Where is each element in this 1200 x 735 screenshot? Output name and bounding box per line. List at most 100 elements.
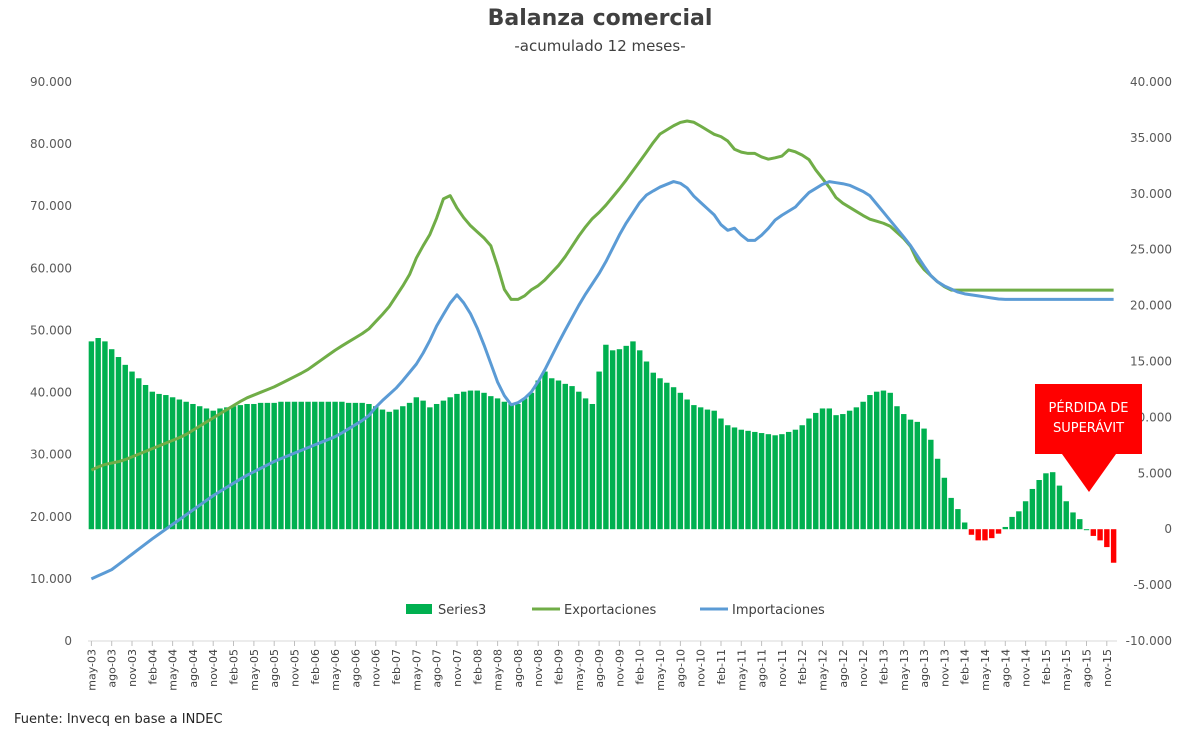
bar bbox=[785, 431, 792, 530]
bar bbox=[1097, 529, 1103, 541]
x-axis-tick-label: may-15 bbox=[1060, 649, 1073, 691]
bar bbox=[840, 414, 846, 530]
x-axis-tick-label: may-13 bbox=[898, 649, 911, 691]
right-axis-tick: 25.000 bbox=[1130, 243, 1172, 257]
bar bbox=[1070, 512, 1076, 530]
bar bbox=[758, 433, 765, 530]
bar bbox=[623, 345, 629, 530]
left-axis-tick: 40.000 bbox=[30, 386, 72, 400]
bar bbox=[792, 429, 799, 530]
bar bbox=[630, 341, 636, 530]
x-axis-tick-label: nov-05 bbox=[289, 649, 302, 687]
bar bbox=[657, 378, 663, 530]
right-axis-tick: 15.000 bbox=[1130, 355, 1172, 369]
bar bbox=[352, 402, 359, 530]
bar bbox=[501, 401, 508, 530]
bar bbox=[1002, 526, 1009, 530]
bar bbox=[169, 397, 176, 530]
axis-layer: 0 10.000 20.000 30.000 40.000 50.000 60.000 70.… bbox=[30, 75, 1172, 691]
x-axis-tick-label: nov-07 bbox=[451, 649, 464, 687]
bar bbox=[149, 391, 156, 530]
left-axis-tick: 10.000 bbox=[30, 572, 72, 586]
bar bbox=[190, 403, 196, 530]
bar bbox=[433, 403, 440, 530]
x-axis-tick-label: may-03 bbox=[85, 649, 98, 691]
bar bbox=[237, 405, 244, 530]
bar bbox=[413, 397, 420, 530]
bar bbox=[833, 415, 839, 530]
bar bbox=[650, 372, 656, 530]
bar bbox=[569, 386, 575, 530]
bar bbox=[454, 393, 460, 530]
bar bbox=[982, 529, 988, 541]
bar bbox=[860, 401, 866, 530]
x-axis-tick-label: feb-14 bbox=[959, 649, 972, 685]
left-axis-tick: 60.000 bbox=[30, 261, 72, 275]
bar bbox=[1043, 473, 1049, 530]
bar bbox=[183, 401, 189, 530]
x-axis-tick-label: may-10 bbox=[654, 649, 667, 691]
x-axis-tick-label: may-09 bbox=[573, 649, 586, 691]
x-axis-tick-label: may-06 bbox=[329, 649, 342, 691]
bar bbox=[210, 410, 216, 530]
x-axis-tick-label: may-04 bbox=[167, 649, 180, 691]
bar bbox=[224, 407, 230, 530]
x-axis-tick-label: ago-04 bbox=[187, 649, 200, 688]
bar bbox=[1049, 472, 1056, 530]
bar bbox=[813, 412, 819, 530]
bar bbox=[379, 409, 386, 530]
bar bbox=[637, 350, 643, 530]
x-axis-tick-label: feb-07 bbox=[390, 649, 403, 685]
bar bbox=[1110, 529, 1117, 563]
x-axis-tick-label: nov-04 bbox=[207, 649, 220, 687]
bar bbox=[961, 522, 968, 530]
bar bbox=[928, 439, 934, 530]
bar bbox=[955, 509, 961, 530]
bar bbox=[203, 408, 210, 530]
bar bbox=[325, 401, 332, 530]
x-axis-tick-label: feb-15 bbox=[1040, 649, 1053, 685]
x-axis-tick-label: may-07 bbox=[410, 649, 423, 691]
bar bbox=[318, 401, 325, 530]
left-axis-tick: 90.000 bbox=[30, 75, 72, 89]
bar bbox=[427, 407, 433, 530]
x-axis-tick-label: nov-14 bbox=[1020, 649, 1033, 687]
x-axis-tick-label: nov-13 bbox=[938, 649, 951, 687]
x-axis-tick-label: feb-09 bbox=[553, 649, 566, 685]
x-axis-tick-label: nov-06 bbox=[370, 649, 383, 687]
bar bbox=[643, 361, 650, 530]
legend: Series3 Exportaciones Importaciones bbox=[406, 603, 825, 618]
x-axis-tick-label: nov-12 bbox=[857, 649, 870, 687]
bar bbox=[603, 344, 609, 530]
bar bbox=[549, 378, 555, 530]
x-axis-tick-label: may-08 bbox=[492, 649, 505, 691]
left-axis-tick: 70.000 bbox=[30, 199, 72, 213]
right-axis-tick: 0 bbox=[1164, 522, 1172, 536]
bar bbox=[535, 380, 541, 530]
bar bbox=[968, 529, 975, 535]
bar bbox=[515, 403, 521, 530]
bar bbox=[806, 418, 812, 530]
bar bbox=[345, 402, 352, 530]
bar bbox=[271, 402, 277, 530]
right-axis-tick: 30.000 bbox=[1130, 187, 1172, 201]
bar bbox=[1083, 529, 1090, 531]
bar bbox=[481, 392, 487, 530]
bar bbox=[461, 391, 467, 530]
x-axis-tick-label: nov-03 bbox=[126, 649, 139, 687]
bar bbox=[528, 392, 535, 530]
bar bbox=[684, 399, 690, 530]
bar bbox=[819, 408, 826, 530]
right-axis-tick: 40.000 bbox=[1130, 75, 1172, 89]
x-axis-tick-label: feb-11 bbox=[715, 649, 728, 685]
lines-layer bbox=[90, 119, 1114, 581]
bar bbox=[873, 391, 880, 530]
bar bbox=[582, 398, 589, 530]
bar bbox=[779, 434, 785, 530]
bar bbox=[948, 497, 954, 530]
bar bbox=[339, 401, 345, 530]
bar bbox=[298, 401, 304, 530]
bar bbox=[934, 458, 941, 530]
bar bbox=[562, 383, 568, 530]
